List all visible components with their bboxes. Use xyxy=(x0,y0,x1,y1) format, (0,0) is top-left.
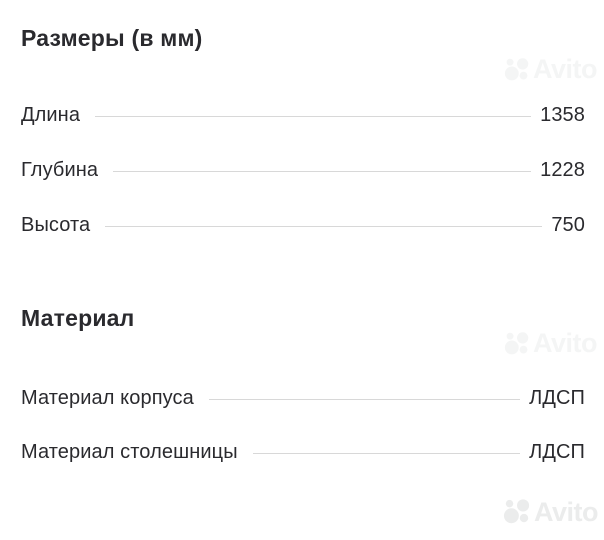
spec-label: Высота xyxy=(21,213,91,236)
spec-row-body-material: Материал корпуса ЛДСП xyxy=(21,384,585,412)
spec-value: 750 xyxy=(551,213,585,236)
leader-line xyxy=(208,398,521,400)
spec-label: Длина xyxy=(21,103,81,126)
spec-row-height: Высота 750 xyxy=(21,211,585,239)
spec-label: Материал столешницы xyxy=(21,440,238,463)
spec-value: ЛДСП xyxy=(529,386,585,409)
section-title-dimensions: Размеры (в мм) xyxy=(21,25,203,51)
avito-watermark-text: Avito xyxy=(534,496,599,527)
spec-row-length: Длина 1358 xyxy=(21,101,585,129)
spec-label: Материал корпуса xyxy=(21,386,194,409)
avito-watermark: Avito xyxy=(503,496,599,527)
spec-value: ЛДСП xyxy=(529,440,585,463)
spec-label: Глубина xyxy=(21,158,99,181)
leader-line xyxy=(252,452,521,454)
section-title-material: Материал xyxy=(21,305,135,331)
spec-row-depth: Глубина 1228 xyxy=(21,156,585,184)
avito-logo-icon xyxy=(503,498,531,526)
spec-value: 1228 xyxy=(540,158,585,181)
leader-line xyxy=(113,170,532,172)
specs-content: Размеры (в мм) Длина 1358 Глубина 1228 В… xyxy=(21,25,585,466)
leader-line xyxy=(95,115,532,117)
leader-line xyxy=(105,225,543,227)
spec-row-tabletop-material: Материал столешницы ЛДСП xyxy=(21,438,585,466)
spec-value: 1358 xyxy=(540,103,585,126)
